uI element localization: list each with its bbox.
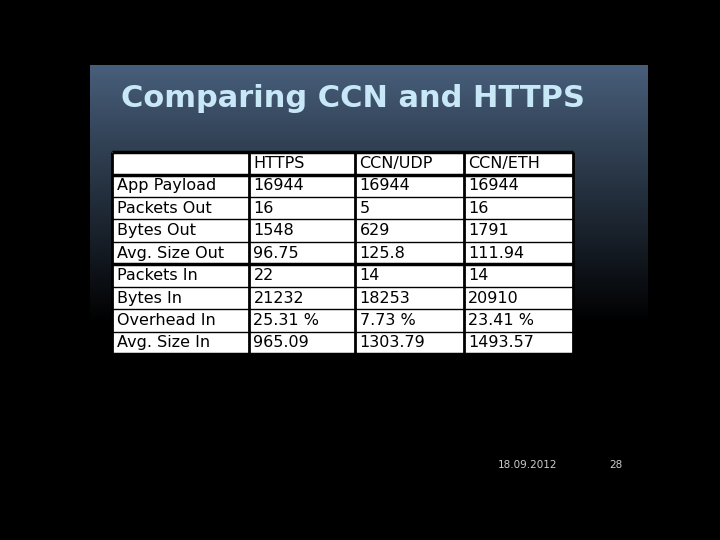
Text: 28: 28 [609,460,622,470]
Text: Packets In: Packets In [117,268,197,283]
Text: 5: 5 [359,201,369,216]
Text: Overhead In: Overhead In [117,313,215,328]
Text: 7.73 %: 7.73 % [359,313,415,328]
Text: 14: 14 [359,268,380,283]
Text: 16: 16 [253,201,274,216]
Text: 25.31 %: 25.31 % [253,313,320,328]
Text: 1493.57: 1493.57 [468,335,534,350]
Bar [112,152,572,354]
Text: 18253: 18253 [359,291,410,306]
Text: Comparing CCN and HTTPS: Comparing CCN and HTTPS [121,84,585,112]
Text: 629: 629 [359,223,390,238]
Text: Avg. Size Out: Avg. Size Out [117,246,224,261]
Text: 23.41 %: 23.41 % [468,313,534,328]
Text: 22: 22 [253,268,274,283]
Text: 1791: 1791 [468,223,509,238]
Text: 18.09.2012: 18.09.2012 [498,460,557,470]
Text: Avg. Size In: Avg. Size In [117,335,210,350]
Text: 111.94: 111.94 [468,246,524,261]
Text: 125.8: 125.8 [359,246,405,261]
Text: 14: 14 [468,268,489,283]
Text: 965.09: 965.09 [253,335,310,350]
Text: HTTPS: HTTPS [253,156,305,171]
Text: 16944: 16944 [253,178,305,193]
Text: 96.75: 96.75 [253,246,299,261]
Text: Bytes Out: Bytes Out [117,223,196,238]
Text: Bytes In: Bytes In [117,291,181,306]
Text: 16: 16 [468,201,489,216]
Text: 16944: 16944 [359,178,410,193]
Text: 16944: 16944 [468,178,519,193]
Text: CCN/UDP: CCN/UDP [359,156,433,171]
Text: 21232: 21232 [253,291,304,306]
Text: 1548: 1548 [253,223,294,238]
Text: 20910: 20910 [468,291,519,306]
Text: Packets Out: Packets Out [117,201,212,216]
Text: 1303.79: 1303.79 [359,335,426,350]
Text: CCN/ETH: CCN/ETH [468,156,540,171]
Text: App Payload: App Payload [117,178,216,193]
